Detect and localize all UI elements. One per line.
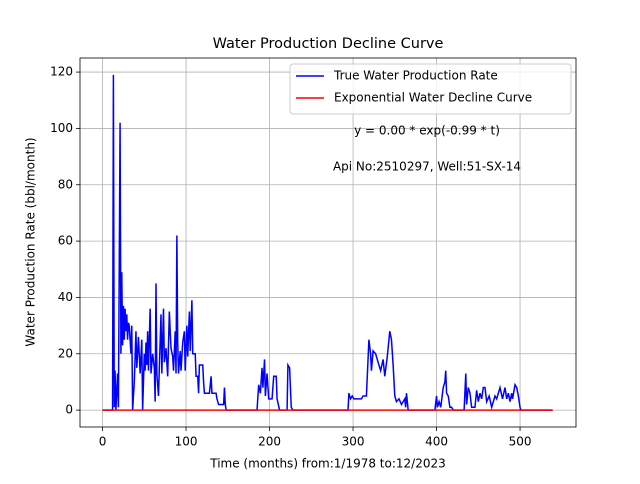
legend-label: True Water Production Rate <box>333 69 498 83</box>
y-tick-label: 120 <box>50 65 73 79</box>
y-axis-label: Water Production Rate (bbl/month) <box>24 137 38 346</box>
y-tick-label: 80 <box>58 177 73 191</box>
x-tick-label: 100 <box>175 435 198 449</box>
y-tick-label: 0 <box>65 403 73 417</box>
x-tick-label: 400 <box>425 435 448 449</box>
x-tick-label: 0 <box>99 435 107 449</box>
annotation: y = 0.00 * exp(-0.99 * t) <box>354 124 500 138</box>
x-tick-label: 300 <box>342 435 365 449</box>
chart-title: Water Production Decline Curve <box>213 36 444 52</box>
data-line <box>102 74 553 411</box>
x-tick-label: 200 <box>258 435 281 449</box>
y-tick-label: 100 <box>50 121 73 135</box>
annotation: Api No:2510297, Well:51-SX-14 <box>333 160 521 174</box>
y-tick-label: 40 <box>58 290 73 304</box>
x-tick-label: 500 <box>509 435 532 449</box>
legend-label: Exponential Water Decline Curve <box>334 91 532 105</box>
y-tick-label: 60 <box>58 234 73 248</box>
legend-box <box>289 63 572 115</box>
y-tick-label: 20 <box>58 346 73 360</box>
x-axis-label: Time (months) from:1/1978 to:12/2023 <box>209 457 446 471</box>
plot-frame <box>79 57 577 428</box>
